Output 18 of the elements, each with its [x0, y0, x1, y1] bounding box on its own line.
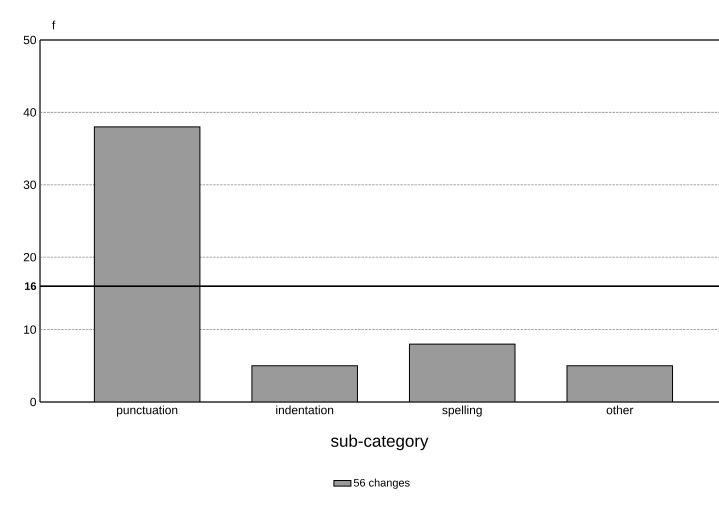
bar — [251, 365, 358, 402]
x-tick-label: other — [606, 406, 634, 414]
x-axis-title: sub-category — [331, 434, 428, 450]
y-tick-label: 30 — [24, 180, 36, 190]
x-tick-label: spelling — [442, 406, 482, 417]
y-tick-label: 40 — [23, 108, 36, 117]
ref-line-label: 16 — [24, 282, 36, 290]
y-tick-label: 0 — [30, 398, 36, 406]
x-tick-label: indentation — [276, 406, 334, 414]
x-tick-label: punctuation — [116, 406, 178, 417]
legend-label: 56 changes — [354, 478, 410, 489]
bar — [566, 365, 674, 402]
y-tick-label: 10 — [24, 325, 36, 334]
y-tick-label: 20 — [24, 252, 36, 262]
bar — [94, 126, 200, 402]
bar — [408, 344, 516, 402]
y-axis-title: f — [52, 20, 56, 30]
y-tick-label: 50 — [24, 36, 36, 44]
